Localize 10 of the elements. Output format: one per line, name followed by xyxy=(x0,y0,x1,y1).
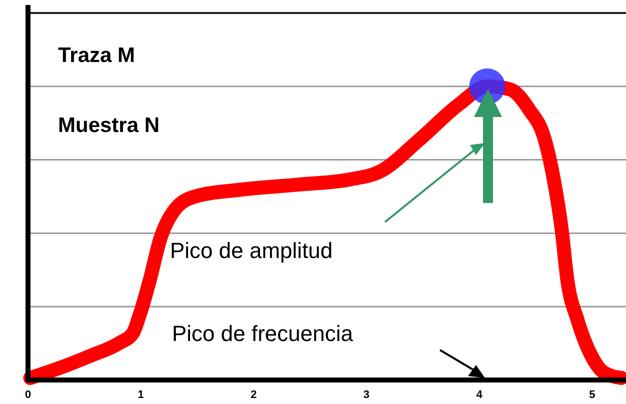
x-tick-label: 5 xyxy=(589,389,596,401)
x-tick-label: 0 xyxy=(24,389,32,401)
x-tick-label: 2 xyxy=(250,389,257,401)
x-tick-label: 1 xyxy=(138,389,144,401)
annotation: Muestra N xyxy=(58,114,160,137)
x-tick-label: 3 xyxy=(363,389,370,401)
x-tick-label: 4 xyxy=(476,389,484,401)
annotation: Pico de amplitud xyxy=(170,238,333,263)
text: Traza M xyxy=(58,44,136,67)
annotation: Pico de frecuencia xyxy=(172,321,354,346)
